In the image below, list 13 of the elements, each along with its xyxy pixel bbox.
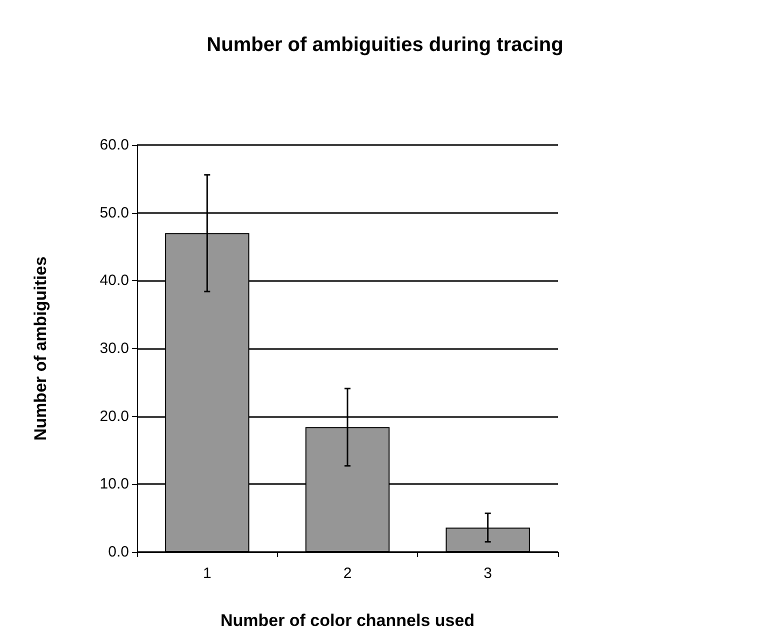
y-axis-title: Number of ambiguities xyxy=(31,256,50,441)
y-tick-label: 0.0 xyxy=(108,544,129,560)
y-tick-label: 20.0 xyxy=(100,408,129,425)
y-tick-label: 60.0 xyxy=(100,136,129,154)
x-tick-label: 3 xyxy=(484,565,492,582)
x-tick-label: 2 xyxy=(343,565,352,582)
x-axis-title: Number of color channels used xyxy=(220,611,475,630)
y-tick-label: 30.0 xyxy=(100,340,129,357)
x-tick-label: 1 xyxy=(202,565,212,582)
y-tick-label: 40.0 xyxy=(100,272,129,290)
chart-title: Number of ambiguities during tracing xyxy=(206,34,564,56)
y-tick-label: 10.0 xyxy=(100,476,129,493)
y-tick-label: 50.0 xyxy=(100,204,129,222)
